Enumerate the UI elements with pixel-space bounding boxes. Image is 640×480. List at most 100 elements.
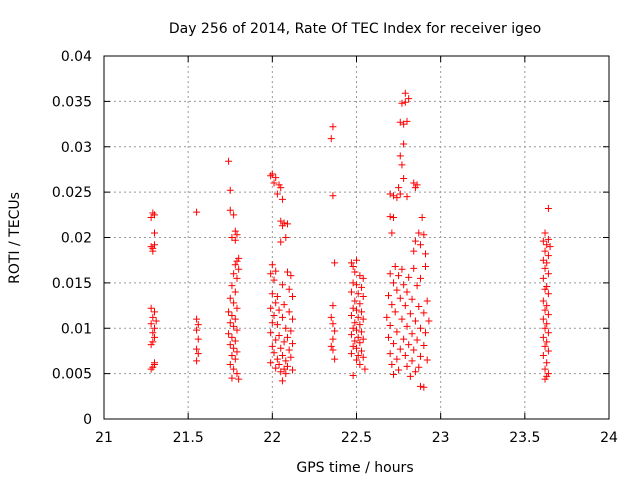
- data-point: [543, 359, 551, 367]
- data-point: [386, 270, 394, 278]
- data-point: [411, 184, 419, 192]
- data-point: [415, 229, 423, 237]
- data-point: [383, 313, 391, 321]
- data-point: [386, 350, 394, 358]
- data-point: [353, 344, 360, 352]
- data-point: [353, 256, 360, 264]
- data-point: [233, 257, 241, 265]
- data-point: [268, 319, 276, 327]
- data-point: [543, 320, 551, 328]
- data-point: [228, 333, 236, 341]
- data-point: [226, 206, 234, 214]
- data-point: [270, 179, 278, 187]
- data-point: [282, 324, 290, 332]
- data-point: [272, 299, 280, 307]
- data-point: [270, 276, 278, 284]
- data-point: [544, 204, 552, 212]
- data-point: [354, 351, 362, 359]
- data-point: [327, 135, 335, 143]
- data-point: [280, 338, 288, 346]
- data-point: [147, 341, 155, 349]
- data-point: [149, 209, 157, 217]
- data-point: [228, 351, 236, 359]
- data-point: [151, 241, 158, 249]
- data-point: [544, 290, 552, 298]
- data-point: [356, 300, 364, 308]
- data-point: [230, 322, 238, 330]
- data-point: [539, 315, 547, 323]
- data-point: [541, 264, 549, 272]
- data-point: [400, 175, 408, 183]
- data-point: [226, 294, 234, 302]
- data-point: [401, 98, 409, 106]
- data-point: [395, 184, 403, 192]
- data-point: [267, 270, 275, 278]
- data-point: [349, 342, 357, 350]
- data-point: [231, 261, 239, 269]
- data-point: [544, 329, 552, 337]
- data-point: [396, 294, 404, 302]
- data-point: [406, 310, 414, 318]
- data-point: [544, 311, 552, 319]
- data-point: [273, 292, 281, 300]
- data-point: [277, 217, 285, 225]
- data-point: [278, 377, 286, 385]
- data-point: [544, 235, 552, 243]
- data-point: [400, 335, 408, 343]
- data-point: [420, 341, 428, 349]
- data-point: [289, 340, 297, 348]
- data-point: [193, 345, 201, 353]
- data-point: [410, 346, 418, 354]
- data-point: [403, 322, 411, 330]
- data-point: [347, 331, 355, 339]
- x-tick-label: 22: [263, 430, 281, 446]
- data-point: [151, 229, 158, 237]
- data-point: [398, 161, 406, 169]
- x-tick-label: 23.5: [509, 430, 540, 446]
- data-point: [277, 368, 285, 376]
- data-point: [411, 317, 419, 325]
- data-point: [541, 365, 549, 373]
- data-point: [285, 346, 293, 354]
- data-point: [541, 306, 549, 314]
- data-point: [349, 263, 357, 271]
- data-point: [358, 308, 366, 316]
- data-point: [415, 363, 423, 371]
- data-point: [193, 315, 201, 323]
- data-point: [327, 313, 335, 321]
- data-point: [228, 312, 236, 320]
- data-point: [543, 241, 551, 249]
- data-point: [270, 349, 278, 357]
- data-point: [233, 304, 241, 312]
- data-point: [354, 313, 362, 321]
- data-point: [151, 308, 158, 316]
- data-point: [272, 364, 280, 372]
- data-point: [351, 268, 359, 276]
- data-point: [273, 190, 281, 198]
- data-point: [539, 333, 547, 341]
- data-point: [416, 241, 424, 249]
- data-point: [235, 375, 243, 383]
- data-point: [425, 317, 433, 325]
- data-point: [543, 338, 551, 346]
- data-point: [278, 351, 286, 359]
- data-point: [149, 247, 157, 255]
- data-point: [151, 211, 158, 219]
- data-point: [541, 229, 549, 237]
- x-tick-label: 21.5: [173, 430, 204, 446]
- data-point: [331, 355, 339, 363]
- data-point: [390, 192, 398, 200]
- data-point: [403, 193, 411, 201]
- data-point: [422, 263, 430, 271]
- data-point: [287, 327, 295, 335]
- data-point: [420, 383, 428, 391]
- data-point: [268, 170, 276, 178]
- data-point: [278, 222, 286, 230]
- data-point: [233, 370, 241, 378]
- data-point: [347, 350, 355, 358]
- data-point: [541, 375, 549, 383]
- data-point: [347, 259, 355, 267]
- data-point: [353, 306, 360, 314]
- data-point: [413, 336, 421, 344]
- data-point: [359, 353, 367, 361]
